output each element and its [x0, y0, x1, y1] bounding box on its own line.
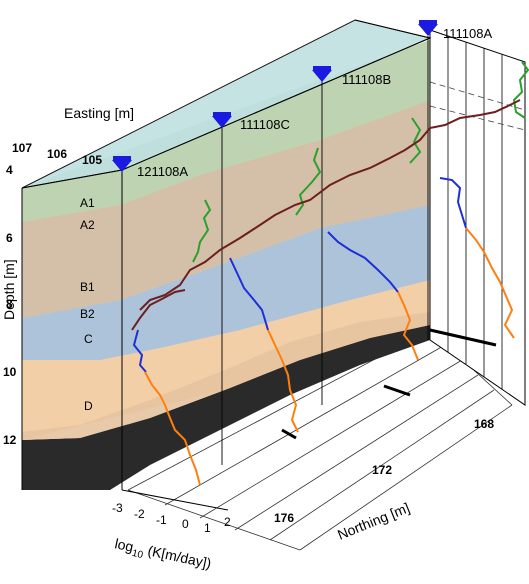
- k-tick-1: 1: [204, 521, 211, 535]
- brown-profile-lower: [131, 289, 186, 331]
- easting-tick-107: 107: [12, 141, 32, 155]
- marker-111108A: [418, 24, 438, 36]
- layer-label-A1: A1: [80, 196, 95, 210]
- borehole-label-111108A: 111108A: [443, 26, 492, 41]
- k-tick-neg1: -1: [156, 513, 167, 527]
- k-tick-2: 2: [224, 515, 231, 529]
- blue-profile-4: [439, 177, 467, 229]
- northing-tick-172: 172: [372, 463, 392, 477]
- conductivity-axis-label: log10 (K[m/day]): [113, 535, 213, 575]
- layer-B-region: [22, 100, 430, 318]
- green-profile-1: [192, 199, 212, 263]
- depth-axis-label: Depth [m]: [1, 259, 17, 320]
- borehole-label-111108B: 111108B: [342, 72, 391, 87]
- depth-tick-12: 12: [3, 433, 17, 447]
- front-face: [22, 40, 430, 490]
- blue-profile-1: [132, 329, 147, 373]
- easting-axis-label: Easting [m]: [64, 105, 134, 121]
- layer-label-B1: B1: [80, 280, 95, 294]
- marker-121108A: [112, 160, 132, 172]
- blue-profile-2: [229, 257, 269, 331]
- bedrock-marks: [281, 328, 497, 440]
- layer-A-region: [22, 40, 430, 222]
- depth-tick-8: 8: [6, 297, 13, 311]
- blue-profile-3: [327, 231, 399, 293]
- layer-C-region: [22, 205, 430, 360]
- brown-profile: [139, 99, 521, 311]
- depth-tick-10: 10: [3, 365, 17, 379]
- easting-tick-106: 106: [47, 147, 67, 161]
- layer-label-D: D: [84, 399, 93, 413]
- borehole-label-111108C: 111108C: [240, 117, 290, 132]
- layer-label-C: C: [84, 332, 93, 346]
- depth-tick-6: 6: [6, 231, 13, 245]
- borehole-lines: [121, 36, 429, 490]
- green-profile-3: [409, 117, 422, 164]
- green-profile-4: [512, 61, 529, 119]
- marker-111108C: [212, 116, 232, 128]
- conductivity-profiles: [131, 61, 529, 486]
- green-profile-2: [295, 147, 322, 216]
- northing-axis-label: Northing [m]: [335, 499, 412, 542]
- marker-111108B: [312, 70, 332, 82]
- northing-tick-168: 168: [474, 417, 494, 431]
- borehole-markers: [112, 20, 438, 172]
- layer-label-A2: A2: [80, 218, 95, 232]
- orange-profile-3: [397, 291, 419, 361]
- k-tick-0: 0: [182, 517, 189, 531]
- orange-profile-4: [465, 227, 515, 339]
- orange-profile-2: [267, 329, 299, 433]
- easting-tick-105: 105: [82, 153, 102, 167]
- conductivity-axis: [121, 489, 229, 511]
- layer-label-B2: B2: [80, 307, 95, 321]
- depth-tick-4: 4: [6, 163, 13, 177]
- orange-profile-1: [144, 371, 201, 486]
- k-tick-neg2: -2: [134, 507, 145, 521]
- borehole-label-121108A: 121108A: [137, 164, 188, 179]
- k-tick-neg3: -3: [112, 501, 123, 515]
- back-panel: [429, 29, 526, 406]
- northing-tick-176: 176: [274, 511, 294, 525]
- bedrock-region: [22, 325, 430, 490]
